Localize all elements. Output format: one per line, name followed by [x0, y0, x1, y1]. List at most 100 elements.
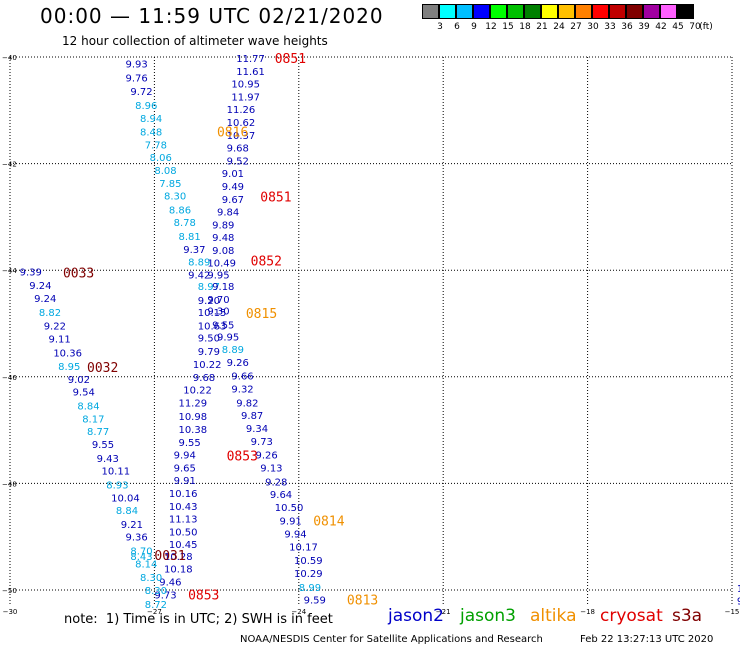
- wave-height-value: 8.84: [116, 506, 138, 517]
- lon-tick-label: −30: [3, 608, 18, 616]
- legend-label: 36: [621, 22, 633, 32]
- pass-time-label: 0852: [251, 255, 282, 270]
- wave-height-value: 9.39: [20, 267, 42, 278]
- wave-height-value: 9.52: [227, 156, 249, 167]
- pass-time-label: 0853: [188, 588, 219, 603]
- wave-height-value: 10.29: [294, 569, 323, 580]
- legend-label: 30: [587, 22, 599, 32]
- wave-height-value: 9.94: [284, 530, 306, 541]
- wave-height-value: 9.95: [217, 332, 239, 343]
- legend-label: 42: [655, 22, 667, 32]
- wave-height-value: 9.20: [198, 296, 220, 307]
- wave-height-value: 9.68: [227, 144, 249, 155]
- legend-label: 3: [437, 22, 443, 32]
- wave-height-value: 8.70: [130, 547, 152, 558]
- wave-height-value: 9.59: [304, 596, 326, 607]
- wave-height-value: 8.84: [77, 402, 99, 413]
- wave-height-value: 8.08: [154, 166, 176, 177]
- wave-height-value: 8.30: [145, 586, 167, 597]
- credit-text: NOAA/NESDIS Center for Satellite Applica…: [240, 634, 543, 645]
- legend-label: 33: [604, 22, 616, 32]
- wave-height-value: 9.32: [231, 385, 253, 396]
- legend-label: 27: [570, 22, 582, 32]
- satellite-name: jason3: [460, 606, 516, 626]
- wave-height-value: 9.48: [212, 233, 234, 244]
- satellite-name: altika: [530, 606, 577, 626]
- wave-height-value: 9.13: [260, 463, 282, 474]
- wave-height-value: 7.78: [145, 140, 167, 151]
- pass-time-label: 0032: [87, 361, 118, 376]
- wave-height-value: 8.99: [299, 583, 321, 594]
- wave-height-value: 9.28: [265, 477, 287, 488]
- wave-height-value: 8.93: [106, 480, 128, 491]
- legend-label: 6: [454, 22, 460, 32]
- wave-height-value: 10.18: [164, 565, 193, 576]
- wave-height-value: 9.64: [270, 490, 292, 501]
- wave-height-value: 9.24: [29, 281, 51, 292]
- lat-tick-label: −42: [2, 161, 17, 169]
- wave-height-value: 10.28: [164, 552, 193, 563]
- wave-height-value: 9.6: [737, 597, 740, 608]
- wave-height-value: 10.59: [294, 556, 323, 567]
- lon-tick-label: −27: [147, 608, 162, 616]
- wave-height-value: 10.17: [289, 542, 318, 553]
- lon-tick-label: −21: [436, 608, 451, 616]
- legend-label: 12: [485, 22, 497, 32]
- wave-height-value: 9.91: [174, 476, 196, 487]
- wave-height-value: 8.30: [140, 573, 162, 584]
- page-title: 00:00 — 11:59 UTC 02/21/2020: [40, 4, 384, 28]
- wave-height-value: 8.95: [58, 362, 80, 373]
- wave-height-value: 10.22: [193, 360, 222, 371]
- legend-label: 15: [502, 22, 514, 32]
- satellite-name: cryosat: [600, 606, 663, 626]
- wave-height-value: 9.79: [198, 347, 220, 358]
- wave-height-value: 8.78: [174, 218, 196, 229]
- legend-swatch: [473, 4, 490, 19]
- wave-height-value: 8.86: [169, 205, 191, 216]
- pass-time-label: 0815: [246, 307, 277, 322]
- wave-height-value: 10.63: [198, 322, 227, 333]
- wave-height-value: 9.82: [236, 398, 258, 409]
- pass-time-label: 0813: [347, 594, 378, 609]
- wave-height-value: 10.50: [275, 503, 304, 514]
- lat-tick-label: −46: [2, 374, 17, 382]
- legend-unit: (ft): [699, 22, 713, 32]
- legend-swatch: [422, 4, 439, 19]
- wave-height-value: 11.77: [236, 54, 265, 65]
- wave-height-value: 11.26: [227, 105, 256, 116]
- legend-label: 39: [638, 22, 650, 32]
- wave-height-value: 9.93: [126, 59, 148, 70]
- wave-height-value: 9.43: [97, 454, 119, 465]
- legend-swatch: [677, 4, 694, 19]
- pass-time-label: 0816: [217, 126, 248, 141]
- legend-swatch: [643, 4, 660, 19]
- pass-time-label: 0851: [260, 191, 291, 206]
- wave-height-value: 9.89: [212, 220, 234, 231]
- wave-height-value: 9.91: [280, 517, 302, 528]
- wave-height-value: 11.29: [178, 398, 207, 409]
- generated-timestamp: Feb 22 13:27:13 UTC 2020: [580, 634, 714, 645]
- wave-height-value: 9.30: [207, 307, 229, 318]
- wave-height-value: 9.87: [241, 411, 263, 422]
- satellite-name: jason2: [388, 606, 444, 626]
- wave-height-value: 9.76: [126, 73, 148, 84]
- wave-height-value: 10.43: [169, 502, 198, 513]
- wave-height-value: 8.89: [222, 345, 244, 356]
- wave-height-value: 8.17: [82, 414, 104, 425]
- wave-height-value: 10.45: [169, 540, 198, 551]
- wave-height-value: 11.13: [169, 515, 198, 526]
- pass-time-label: 0031: [154, 549, 185, 564]
- legend-swatch: [524, 4, 541, 19]
- legend-swatch: [660, 4, 677, 19]
- wave-height-value: 10.15: [198, 308, 227, 319]
- wave-height-value: 9.50: [198, 333, 220, 344]
- wave-height-value: 8.96: [135, 101, 157, 112]
- wave-height-value: 9.21: [121, 520, 143, 531]
- legend-swatch: [439, 4, 456, 19]
- lat-tick-label: −44: [2, 267, 17, 275]
- wave-height-value: 9.46: [159, 577, 181, 588]
- legend-swatch: [507, 4, 524, 19]
- legend-label: 21: [536, 22, 548, 32]
- wave-height-value: 9.37: [183, 245, 205, 256]
